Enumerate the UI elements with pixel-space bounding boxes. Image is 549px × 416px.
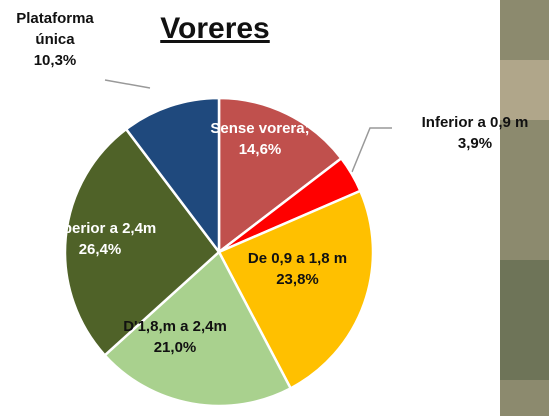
value-label: 14,6% [238, 141, 282, 158]
category-label: Inferior a 0,9 m [421, 114, 529, 131]
category-label: Superior a 2,4m [43, 220, 157, 237]
pie-slice [103, 249, 293, 408]
pie-slice [217, 96, 344, 255]
slice-label: Plataforma única 10,3% [0, 8, 110, 71]
leader-line [104, 79, 151, 89]
slice-label: D'1,8,m a 2,4m 21,0% [120, 316, 230, 358]
slice-label: De 0,9 a 1,8 m 23,8% [235, 248, 360, 290]
aerial-photo-detail [500, 260, 549, 380]
chart-title: Voreres [160, 12, 270, 45]
leader-line [351, 127, 392, 173]
category-label: Sense vorera; [210, 120, 310, 137]
pie-slice [63, 127, 221, 358]
category-label: D'1,8,m a 2,4m [123, 318, 227, 335]
value-label: 10,3% [33, 52, 77, 69]
value-label: 21,0% [153, 339, 197, 356]
value-label: 3,9% [457, 135, 493, 152]
slice-label: Inferior a 0,9 m 3,9% [395, 112, 549, 154]
slice-label: Sense vorera; 14,6% [205, 118, 315, 160]
pie-slice [124, 96, 221, 256]
category-label: De 0,9 a 1,8 m [247, 250, 348, 267]
category-label: Plataforma única [16, 10, 94, 48]
pie-slice [217, 189, 375, 391]
aerial-photo-detail [500, 60, 549, 120]
value-label: 26,4% [78, 241, 122, 258]
value-label: 23,8% [276, 271, 319, 288]
slice-label: Superior a 2,4m 26,4% [40, 218, 160, 260]
